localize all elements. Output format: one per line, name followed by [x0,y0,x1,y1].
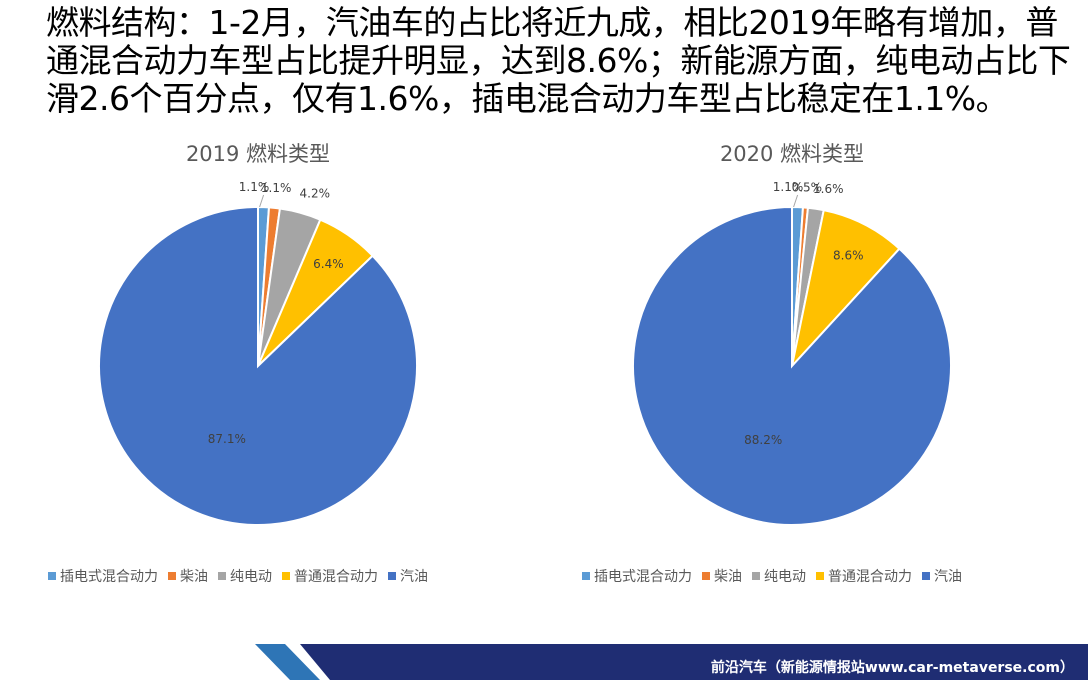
legend-swatch [218,572,226,580]
legend-item-1-3: 普通混合动力 [816,566,912,586]
pie-label-0-3: 6.4% [313,257,344,271]
pie-label-0-2: 4.2% [300,186,331,200]
pie-label-1-1: 0.5% [792,181,823,195]
legend-item-0-4: 汽油 [388,566,428,586]
footer-navy-bar [300,644,1088,680]
legend-label: 普通混合动力 [828,569,912,585]
footer-text: 前沿汽车（新能源情报站www.car-metaverse.com） [710,660,1074,676]
pie-slice-1-4 [632,205,952,526]
legend-label: 纯电动 [764,569,806,585]
footer-band [0,644,1088,680]
legend-swatch [702,572,710,580]
legend-item-0-0: 插电式混合动力 [48,566,158,586]
legend-item-0-1: 柴油 [168,566,208,586]
pie-leader-line-1 [793,194,799,208]
legend-swatch [816,572,824,580]
legend-label: 柴油 [714,569,742,585]
legend-label: 插电式混合动力 [60,569,158,585]
legend-swatch [168,572,176,580]
headline: 燃料结构：1-2月，汽油车的占比将近九成，相比2019年略有增加，普通混合动力车… [46,3,1071,118]
legend-label: 汽油 [934,569,962,585]
pie-charts: 1.1%1.1% 4.2%6.4%87.1%1.1%0.5%1.6%8.6%88.… [98,180,952,526]
legend-2020: 插电式混合动力 柴油 纯电动 普通混合动力 汽油 [582,566,962,586]
legend-swatch [752,572,760,580]
legend-2019: 插电式混合动力 柴油 纯电动 普通混合动力 汽油 [48,566,428,586]
pie-label-1-3: 8.6% [833,248,864,262]
pie-label-1-0: 1.1% [773,180,804,194]
legend-swatch [48,572,56,580]
legend-item-1-0: 插电式混合动力 [582,566,692,586]
legend-item-1-4: 汽油 [922,566,962,586]
footer-left-blank [0,644,290,680]
legend-label: 普通混合动力 [294,569,378,585]
legend-swatch [582,572,590,580]
legend-item-0-3: 普通混合动力 [282,566,378,586]
legend-swatch [282,572,290,580]
legend-label: 纯电动 [230,569,272,585]
legend-item-1-1: 柴油 [702,566,742,586]
pie-label-0-0: 1.1% [239,180,270,194]
pie-label-0-1: 1.1% [261,181,292,195]
footer-accent-stripe [255,644,320,680]
pie-leader-line-0 [259,194,265,208]
chart-title-2020: 2020 燃料类型 [719,142,865,166]
pie-slice-1-3 [790,209,901,370]
legend-label: 插电式混合动力 [594,569,692,585]
chart-title-2019: 2019 燃料类型 [185,142,331,166]
legend-item-1-2: 纯电动 [752,566,806,586]
legend-item-0-2: 纯电动 [218,566,272,586]
legend-label: 柴油 [180,569,208,585]
pie-slice-0-4 [98,205,418,526]
pie-label-1-4: 88.2% [744,433,782,447]
legend-label: 汽油 [400,569,428,585]
pie-label-1-2: 1.6% [813,182,844,196]
legend-swatch [922,572,930,580]
pie-label-0-4: 87.1% [208,432,246,446]
legend-swatch [388,572,396,580]
